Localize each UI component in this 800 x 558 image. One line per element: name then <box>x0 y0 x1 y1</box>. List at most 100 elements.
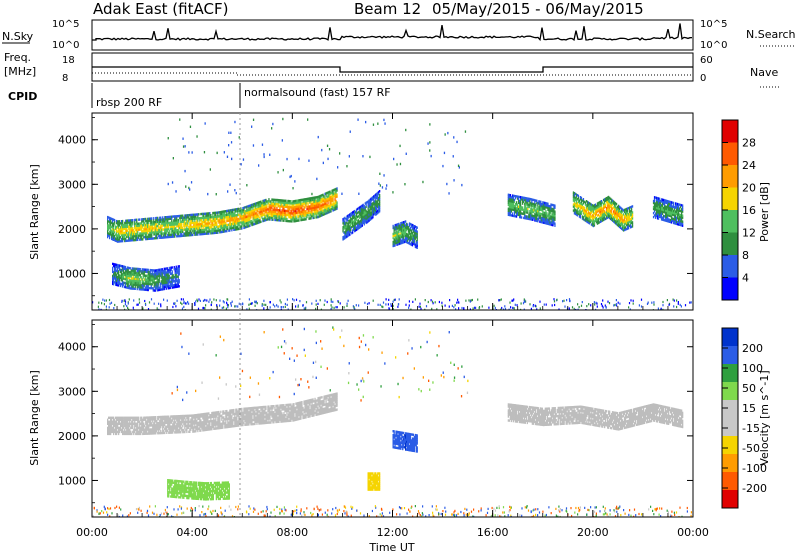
echo-cell <box>322 197 324 200</box>
echo-cell <box>618 219 621 223</box>
echo-cell <box>113 224 115 227</box>
echo-cell <box>122 221 124 225</box>
echo-cell <box>410 233 413 236</box>
echo-cell <box>278 201 280 204</box>
echo-cell <box>171 276 173 279</box>
echo-cell <box>601 201 604 204</box>
echo-cell <box>528 199 530 202</box>
echo-cell <box>672 211 674 214</box>
echo-cell <box>168 227 170 231</box>
echo-cell <box>241 209 243 212</box>
echo-cell <box>216 223 218 226</box>
echo-cell <box>119 264 122 267</box>
echo-cell <box>373 197 375 200</box>
echo-cell <box>251 203 253 207</box>
echo-cell <box>332 189 334 192</box>
echo-cell <box>233 216 235 219</box>
echo-cell <box>230 213 232 216</box>
echo-cell <box>113 230 115 233</box>
echo-cell <box>357 221 360 224</box>
echo-cell <box>360 219 362 222</box>
echo-cell <box>195 223 197 226</box>
echo-cell <box>152 289 154 292</box>
echo-cell <box>178 218 180 222</box>
echo-cell <box>350 214 352 217</box>
echo-cell <box>628 212 631 215</box>
echo-cell <box>347 230 349 234</box>
echo-cell <box>332 193 334 196</box>
echo-cell <box>168 284 170 288</box>
echo-cell <box>542 209 544 212</box>
echo-cell <box>671 211 673 214</box>
echo-cell <box>234 224 236 227</box>
echo-cell <box>365 219 367 223</box>
echo-cell <box>376 194 378 197</box>
echo-cell <box>510 208 513 211</box>
echo-cell <box>219 217 221 220</box>
echo-cell <box>131 281 133 284</box>
echo-cell <box>323 201 325 204</box>
echo-cell <box>400 226 402 229</box>
echo-cell <box>330 202 332 205</box>
echo-cell <box>600 210 603 213</box>
echo-cell <box>137 279 139 283</box>
echo-cell <box>305 200 307 203</box>
echo-cell <box>243 222 245 225</box>
echo-cell <box>146 233 148 237</box>
echo-cell <box>614 204 617 207</box>
echo-cell <box>333 204 335 208</box>
echo-cell <box>115 279 118 283</box>
echo-cell <box>109 232 111 236</box>
echo-cell <box>680 217 682 221</box>
echo-cell <box>630 219 633 223</box>
echo-cell <box>371 210 373 214</box>
echo-cell <box>315 216 317 219</box>
echo-cell <box>267 216 269 219</box>
echo-cell <box>360 207 362 210</box>
echo-cell <box>215 211 217 214</box>
echo-cell <box>125 270 127 273</box>
echo-cell <box>107 227 109 231</box>
echo-cell <box>183 216 185 219</box>
echo-cell <box>539 202 541 205</box>
echo-cell <box>215 227 217 230</box>
echo-cell <box>134 218 136 222</box>
echo-cell <box>291 212 293 215</box>
echo-cell <box>262 211 264 215</box>
echo-cell <box>608 208 611 212</box>
echo-cell <box>575 205 578 208</box>
echo-cell <box>533 210 535 214</box>
echo-cell <box>325 212 327 215</box>
echo-cell <box>536 217 538 221</box>
echo-cell <box>283 209 285 212</box>
echo-cell <box>136 232 138 236</box>
echo-cell <box>587 211 590 214</box>
echo-cell <box>133 267 135 270</box>
echo-cell <box>114 223 116 226</box>
echo-cell <box>325 200 327 203</box>
echo-cell <box>582 210 585 213</box>
echo-cell <box>547 206 549 209</box>
echo-cell <box>410 237 413 240</box>
echo-cell <box>108 234 110 237</box>
echo-cell <box>394 242 396 245</box>
echo-cell <box>190 221 192 225</box>
echo-cell <box>342 236 344 239</box>
echo-cell <box>175 277 177 280</box>
echo-cell <box>282 211 284 214</box>
echo-cell <box>660 218 663 221</box>
echo-cell <box>138 301 141 304</box>
echo-cell <box>394 224 396 227</box>
echo-cell <box>507 197 509 200</box>
echo-cell <box>222 218 224 221</box>
echo-cell <box>272 204 274 207</box>
echo-cell <box>625 215 628 219</box>
echo-cell <box>548 206 550 210</box>
echo-cell <box>296 217 298 220</box>
echo-cell <box>316 196 318 199</box>
echo-cell <box>128 286 130 290</box>
echo-cell <box>361 204 363 207</box>
echo-cell <box>548 204 550 208</box>
echo-cell <box>132 279 134 282</box>
echo-cell <box>611 199 614 202</box>
